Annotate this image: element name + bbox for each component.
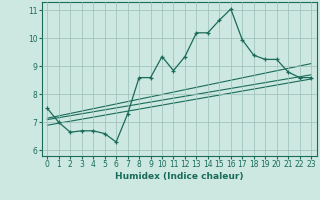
X-axis label: Humidex (Indice chaleur): Humidex (Indice chaleur): [115, 172, 244, 181]
